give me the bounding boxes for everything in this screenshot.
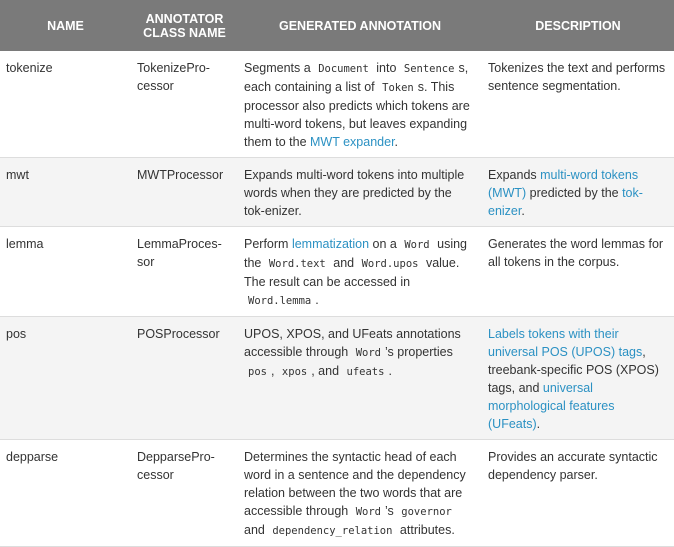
text: and [329, 256, 358, 270]
code-xpos: xpos [281, 366, 308, 378]
cell-class: DepparsePro-cessor [131, 439, 238, 547]
code-word: Word [404, 239, 430, 251]
cell-generated: Perform lemmatization on a Word using th… [238, 226, 482, 317]
link-mwt-expander[interactable]: MWT expander [310, 135, 395, 149]
table-row: pos POSProcessor UPOS, XPOS, and UFeats … [0, 316, 674, 440]
code-sentence: Sentence [403, 63, 455, 75]
text: value. The result can be accessed in [244, 256, 460, 289]
cell-generated: UPOS, XPOS, and UFeats annotations acces… [238, 316, 482, 440]
link-universal-features[interactable]: universal morphological features (UFeats… [488, 381, 615, 431]
table-row: lemma LemmaProces-sor Perform lemmatizat… [0, 226, 674, 317]
cell-class: POSProcessor [131, 316, 238, 440]
text: Determines the syntactic head of each wo… [244, 450, 466, 518]
table-row: depparse DepparsePro-cessor Determines t… [0, 439, 674, 547]
cell-name: lemma [0, 226, 131, 317]
text: , and [311, 364, 343, 378]
code-ufeats: ufeats [346, 366, 385, 378]
code-word-lemma: Word.lemma [248, 295, 312, 307]
class-line: LemmaProces- [137, 237, 222, 251]
code-dependency-relation: dependency_relation [272, 525, 393, 537]
link-lemmatization[interactable]: lemmatization [291, 237, 370, 251]
class-line: cessor [137, 79, 174, 93]
class-line: DepparsePro- [137, 450, 215, 464]
cell-name: pos [0, 316, 131, 440]
code-word: Word [355, 347, 381, 359]
text: s, each containing a list of [244, 61, 469, 94]
code-token: Token [382, 82, 414, 94]
text: . [315, 293, 319, 307]
cell-generated: Segments a Document into Sentence s, each… [238, 51, 482, 158]
text: attributes. [396, 523, 455, 537]
cell-name: mwt [0, 157, 131, 227]
header-annotator-line2: CLASS NAME [143, 25, 226, 40]
cell-description: Generates the word lemmas for all tokens… [482, 226, 674, 317]
header-annotator-line1: ANNOTATOR [145, 11, 224, 26]
text: predicted by the [526, 186, 623, 200]
text: . [536, 417, 541, 431]
cell-description: Expands multi-word tokens (MWT) predicte… [482, 157, 674, 227]
cell-class: MWTProcessor [131, 157, 238, 227]
text: UPOS, XPOS, and UFeats annotations acces… [244, 327, 461, 359]
table-row: mwt MWTProcessor Expands multi-word toke… [0, 157, 674, 227]
class-line: sor [137, 255, 155, 269]
cell-description: Provides an accurate syntactic dependenc… [482, 439, 674, 547]
header-annotator-class: ANNOTATOR CLASS NAME [131, 0, 238, 51]
header-generated: GENERATED ANNOTATION [238, 0, 482, 51]
link-tokenizer[interactable]: tok-enizer [488, 186, 643, 218]
text: using the [244, 237, 467, 270]
header-description: DESCRIPTION [482, 0, 674, 51]
code-word-upos: Word.upos [361, 258, 419, 270]
text: , treebank-specific POS (XPOS) tags, and [488, 345, 659, 395]
code-word: Word [355, 506, 381, 518]
link-multi-word-tokens[interactable]: multi-word tokens (MWT) [488, 168, 639, 200]
cell-class: LemmaProces-sor [131, 226, 238, 317]
cell-description: Labels tokens with their universal POS (… [482, 316, 674, 440]
cell-description: Tokenizes the text and performs sentence… [482, 51, 674, 158]
text: Segments a [244, 61, 315, 75]
header-name: NAME [0, 0, 131, 51]
text: and [244, 523, 269, 537]
cell-generated: Determines the syntactic head of each wo… [238, 439, 482, 547]
header-row: NAME ANNOTATOR CLASS NAME GENERATED ANNO… [0, 0, 674, 51]
text: s. This processor also predicts which to… [244, 80, 470, 149]
text: Perform [244, 237, 292, 251]
class-line: cessor [137, 468, 174, 482]
code-governor: governor [401, 506, 452, 518]
cell-name: tokenize [0, 51, 131, 158]
code-word-text: Word.text [268, 258, 326, 270]
text: ’s properties [385, 345, 453, 359]
text: . [388, 364, 392, 378]
cell-name: depparse [0, 439, 131, 547]
text: into [372, 61, 400, 75]
code-document: Document [318, 63, 369, 75]
table-row: tokenize TokenizePro-cessor Segments a D… [0, 51, 674, 158]
text: . [394, 135, 399, 149]
class-line: TokenizePro- [137, 61, 210, 75]
cell-class: TokenizePro-cessor [131, 51, 238, 158]
text: . [521, 204, 525, 218]
text: , [270, 364, 278, 378]
code-pos: pos [248, 366, 267, 378]
text: ’s [385, 504, 398, 518]
text: Expands [488, 168, 541, 182]
text: on a [369, 237, 401, 251]
cell-generated: Expands multi-word tokens into multiple … [238, 157, 482, 227]
link-universal-pos[interactable]: Labels tokens with their universal POS (… [488, 327, 643, 359]
